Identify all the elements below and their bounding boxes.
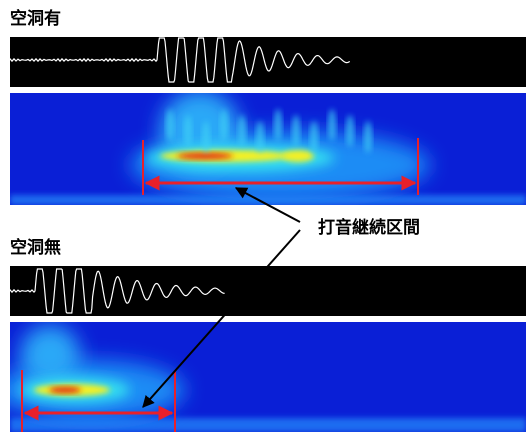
waveform-panel	[10, 37, 526, 87]
streak	[220, 109, 228, 141]
annotation: 打音継続区間	[318, 217, 420, 238]
waveform-panel	[10, 266, 526, 316]
streak	[328, 109, 336, 141]
streak	[346, 115, 354, 147]
streak	[310, 121, 318, 153]
streak	[166, 109, 174, 141]
streak	[256, 121, 264, 153]
streak	[202, 121, 210, 153]
spectrogram	[10, 90, 526, 205]
streak	[364, 121, 372, 153]
streak	[238, 115, 246, 147]
figure: 空洞有 空洞無 打音継続区間	[0, 0, 526, 435]
spectrogram	[0, 322, 526, 432]
section-label: 空洞無	[10, 237, 61, 258]
section-label: 空洞有	[10, 8, 61, 29]
streak	[292, 115, 300, 147]
streak	[274, 109, 282, 141]
streak	[184, 115, 192, 147]
